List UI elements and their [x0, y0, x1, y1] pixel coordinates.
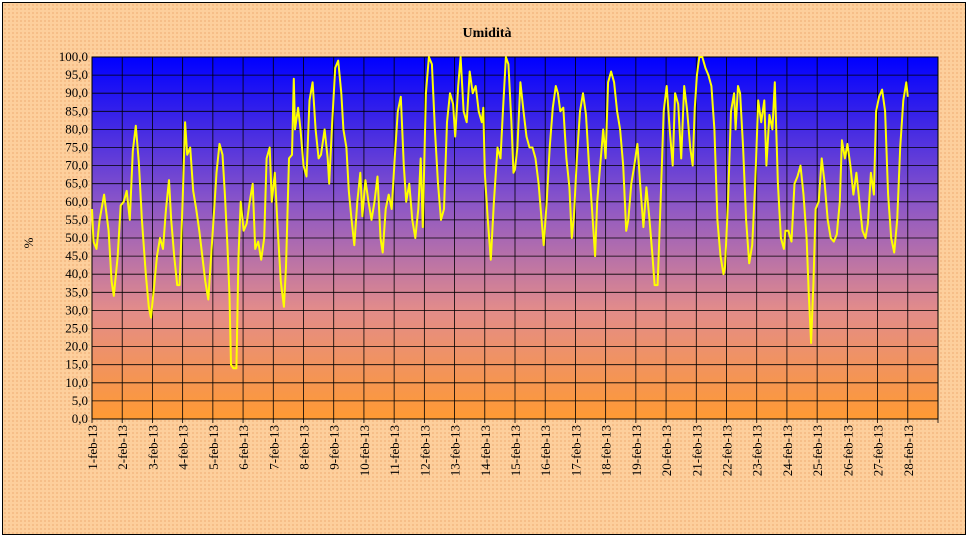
x-tick-label: 18-feb-13: [599, 425, 614, 476]
plot-border: [91, 56, 939, 420]
x-tick-label: 22-feb-13: [720, 425, 735, 476]
x-tick-label: 13-feb-13: [448, 425, 463, 476]
x-tick-label: 21-feb-13: [689, 425, 704, 476]
x-tick-label: 19-feb-13: [629, 425, 644, 476]
y-tick-label: 90,0: [65, 85, 88, 100]
x-tick-label: 9-feb-13: [327, 425, 342, 470]
y-tick-label: 85,0: [65, 103, 88, 118]
y-tick-label: 70,0: [65, 158, 88, 173]
x-tick-label: 20-feb-13: [659, 425, 674, 476]
x-tick-label: 2-feb-13: [115, 425, 130, 470]
y-tick-label: 5,0: [72, 393, 88, 408]
humidity-series-line: [91, 56, 909, 370]
x-tick-label: 3-feb-13: [145, 425, 160, 470]
y-tick-label: 50,0: [65, 230, 88, 245]
x-tick-label: 11-feb-13: [387, 425, 402, 476]
y-tick-label: 25,0: [65, 321, 88, 336]
y-tick-label: 35,0: [65, 284, 88, 299]
x-tick-label: 25-feb-13: [810, 425, 825, 476]
x-tick-label: 17-feb-13: [568, 425, 583, 476]
y-tick-label: 20,0: [65, 339, 88, 354]
y-tick-label: 10,0: [65, 375, 88, 390]
x-tick-labels: 1-feb-13 2-feb-13 3-feb-13 4-feb-13 5-feb-13…: [85, 425, 916, 476]
x-tick-label: 10-feb-13: [357, 425, 372, 476]
y-tick-label: 30,0: [65, 302, 88, 317]
y-tick-label: 80,0: [65, 121, 88, 136]
x-tick-label: 23-feb-13: [750, 425, 765, 476]
x-tick-label: 27-feb-13: [871, 425, 886, 476]
x-tick-label: 15-feb-13: [508, 425, 523, 476]
x-tick-label: 14-feb-13: [478, 425, 493, 476]
y-tick-label: 100,0: [59, 49, 88, 64]
y-tick-label: 0,0: [72, 411, 88, 426]
x-tick-label: 12-feb-13: [417, 425, 432, 476]
y-tick-label: 95,0: [65, 67, 88, 82]
y-tick-label: 15,0: [65, 357, 88, 372]
x-tick-label: 8-feb-13: [297, 425, 312, 470]
x-tick-label: 28-feb-13: [901, 425, 916, 476]
y-tick-labels: 0,0 5,0 10,0 15,0 20,0 25,0 30,0 35,0 40,0 45,0 50…: [59, 49, 88, 426]
x-tick-label: 5-feb-13: [206, 425, 221, 470]
y-tick-label: 75,0: [65, 140, 88, 155]
x-tick-label: 6-feb-13: [236, 425, 251, 470]
y-axis-label: %: [21, 237, 36, 248]
y-tick-label: 65,0: [65, 176, 88, 191]
humidity-chart: Umidità 0,0 5,0 10,0 15,0 20,0 25,0 30,0 35,0 40…: [21, 26, 939, 476]
x-tick-label: 26-feb-13: [840, 425, 855, 476]
x-tick-label: 4-feb-13: [176, 425, 191, 470]
x-tick-label: 24-feb-13: [780, 425, 795, 476]
x-tick-label: 16-feb-13: [538, 425, 553, 476]
y-tick-label: 45,0: [65, 248, 88, 263]
x-tick-label: 7-feb-13: [266, 425, 281, 470]
y-tick-label: 55,0: [65, 212, 88, 227]
x-tick-label: 1-feb-13: [85, 425, 100, 470]
y-tick-label: 40,0: [65, 266, 88, 281]
chart-title: Umidità: [463, 26, 512, 41]
y-tick-label: 60,0: [65, 194, 88, 209]
